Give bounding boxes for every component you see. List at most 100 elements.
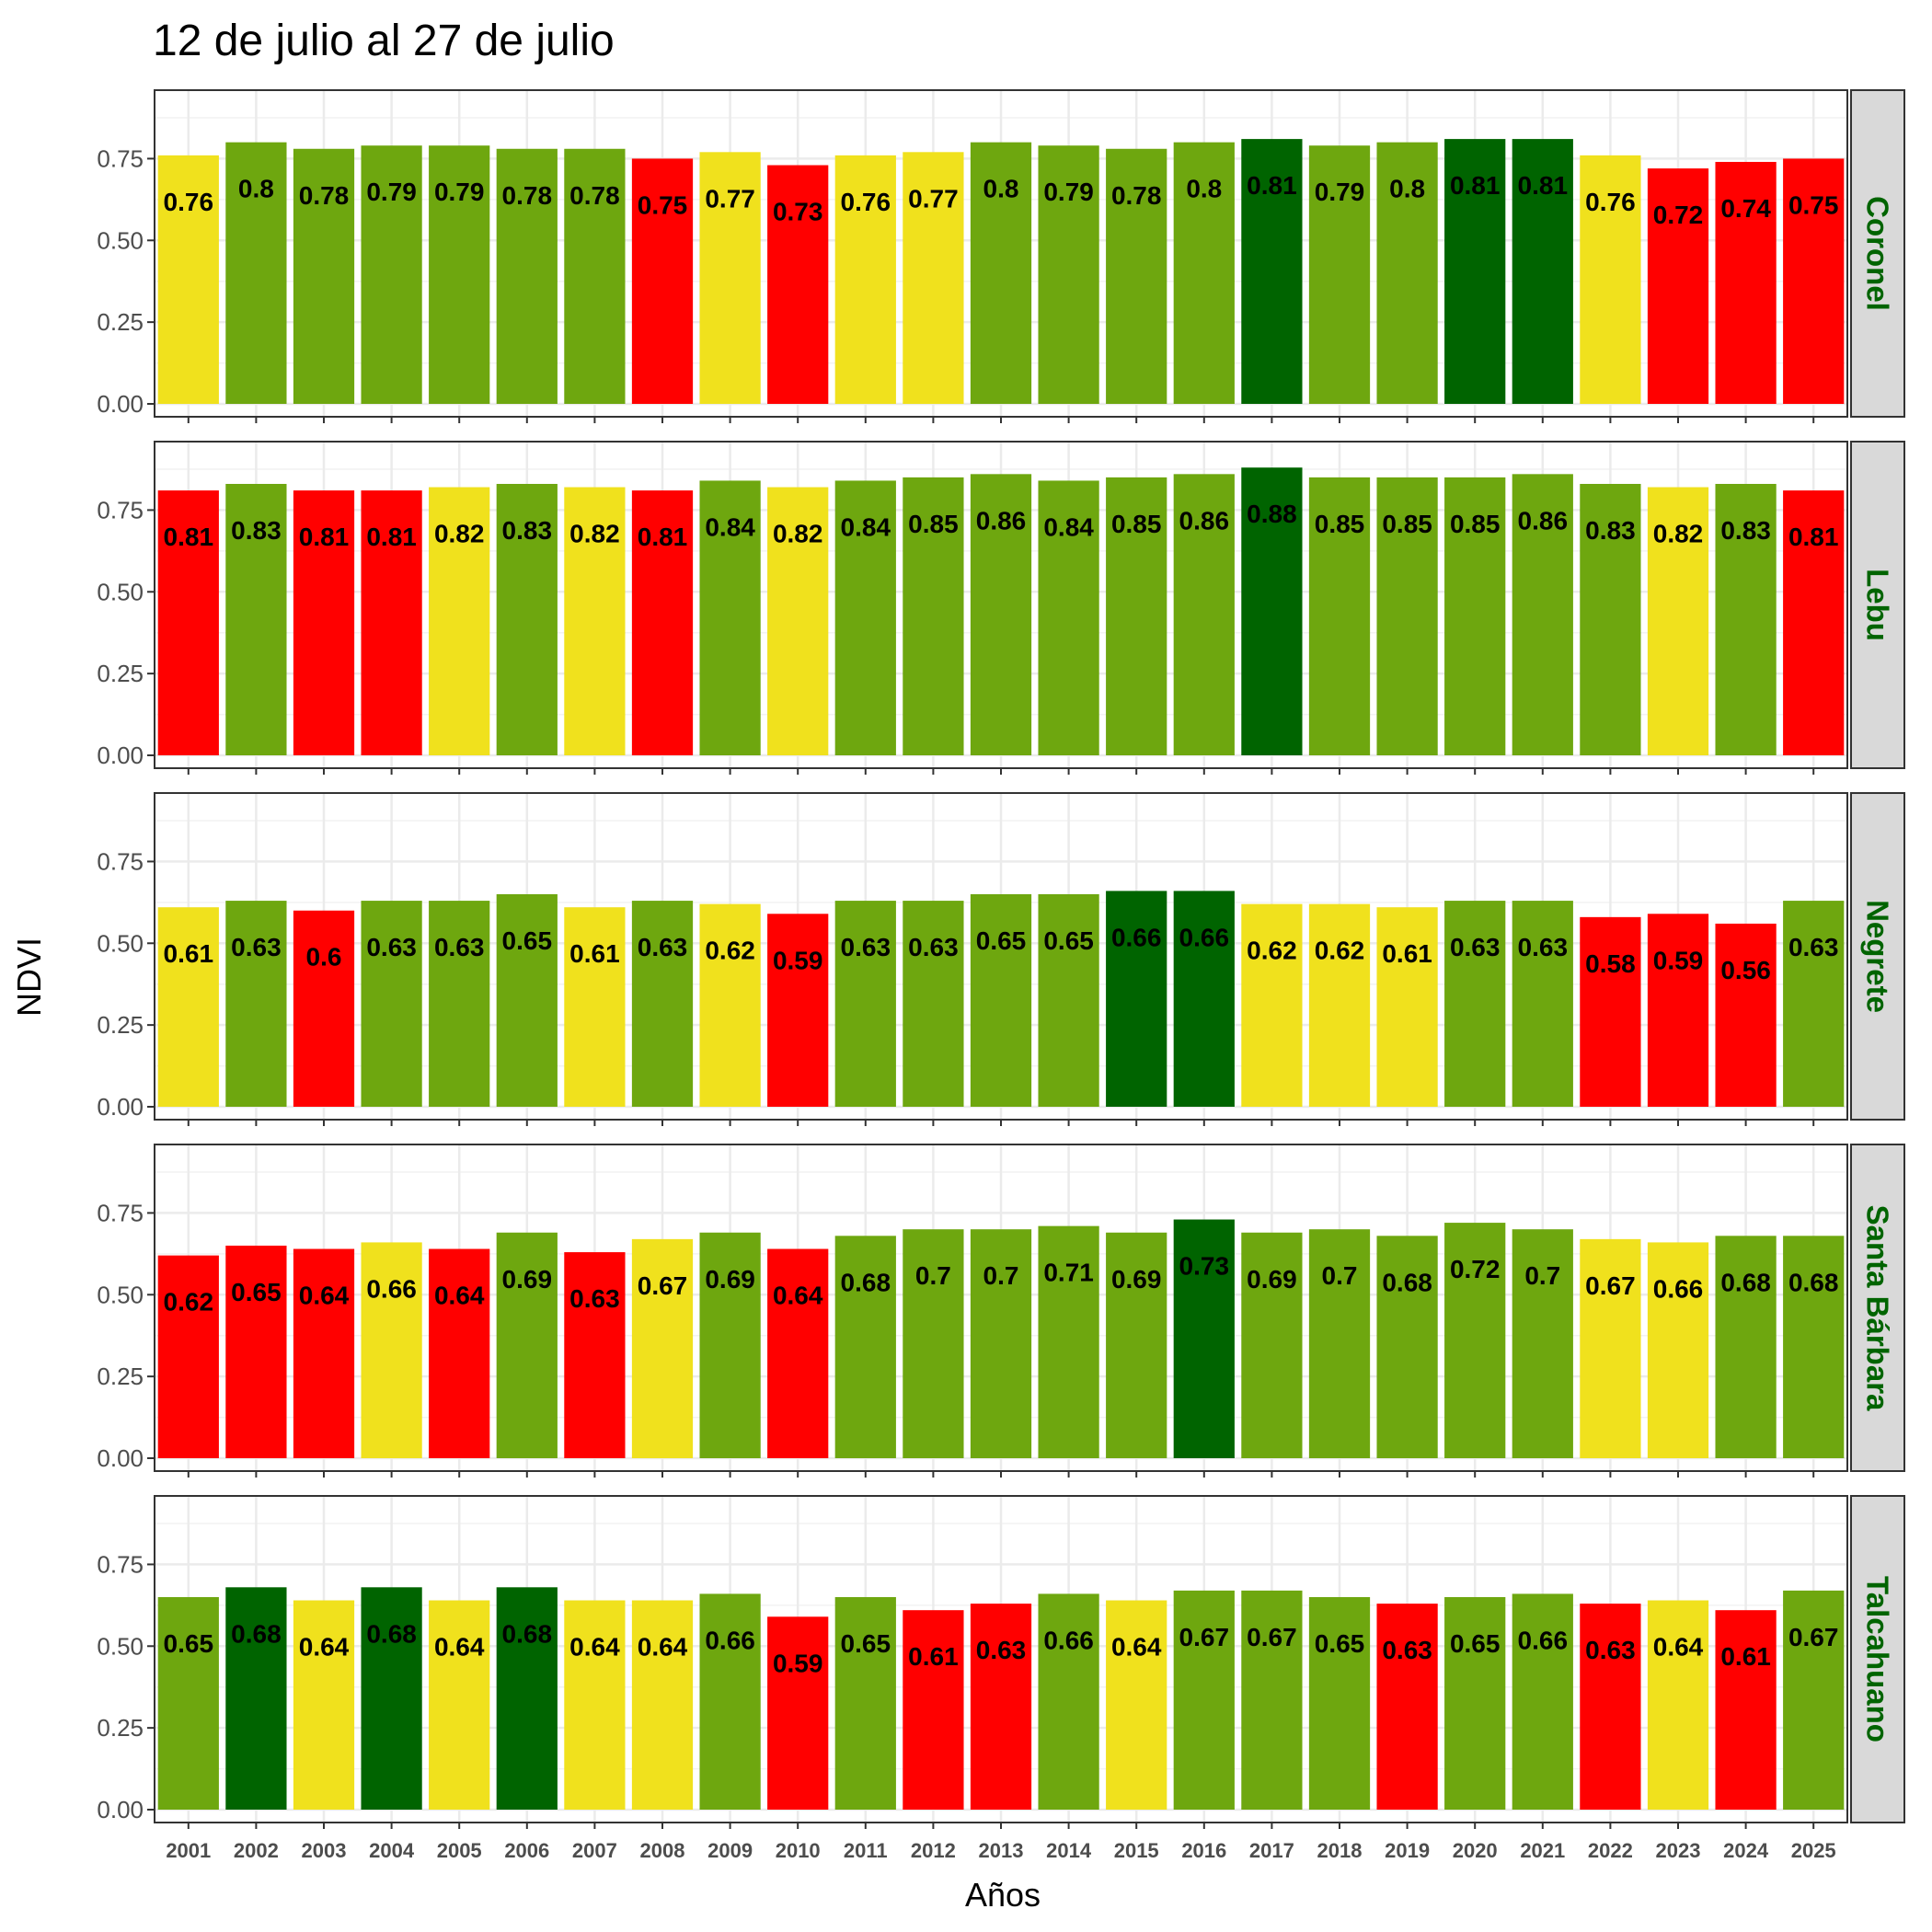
x-tick-label: 2007: [572, 1839, 617, 1862]
bar-label: 0.85: [908, 510, 959, 538]
facet-strip-label: Coronel: [1861, 196, 1895, 311]
x-tick-label: 2020: [1453, 1839, 1498, 1862]
bar: [564, 148, 626, 404]
bar-label: 0.82: [434, 520, 485, 548]
bar-label: 0.62: [1247, 937, 1297, 965]
bar-label: 0.85: [1111, 510, 1162, 538]
bar: [429, 1248, 490, 1458]
bar: [225, 1245, 287, 1458]
bar-label: 0.81: [164, 523, 214, 551]
bar: [699, 903, 761, 1107]
bar-label: 0.61: [164, 939, 214, 968]
bar-label: 0.8: [1186, 175, 1222, 203]
bar: [157, 1596, 219, 1810]
facet-panel: 0.00 0.25 0.50 0.75 0.65 0.68 0.64 0.68 0.64 0.68…: [97, 1495, 1905, 1829]
x-tick-label: 2015: [1114, 1839, 1159, 1862]
bar-label: 0.62: [164, 1288, 214, 1317]
bar: [834, 901, 896, 1107]
bar: [225, 483, 287, 755]
bar: [1173, 1219, 1235, 1458]
bar: [1173, 891, 1235, 1107]
bar: [1106, 1232, 1167, 1458]
x-tick-label: 2010: [776, 1839, 821, 1862]
bar: [767, 165, 829, 405]
facet-strip-label: Lebu: [1861, 569, 1895, 641]
bar-label: 0.66: [1179, 923, 1230, 951]
bar-label: 0.61: [1720, 1642, 1771, 1671]
bar-label: 0.69: [1111, 1265, 1162, 1294]
bar: [496, 1232, 558, 1458]
bar-label: 0.64: [434, 1633, 485, 1662]
bar-label: 0.69: [502, 1265, 553, 1294]
bar: [1512, 139, 1573, 404]
bar-label: 0.7: [915, 1261, 951, 1290]
bar: [1308, 477, 1371, 755]
bar-label: 0.63: [434, 933, 485, 961]
bar-label: 0.67: [1247, 1623, 1297, 1651]
x-tick-label: 2012: [911, 1839, 956, 1862]
bar: [1715, 923, 1777, 1107]
bar-label: 0.79: [1315, 178, 1365, 206]
bar: [1580, 483, 1641, 755]
x-tick-label: 2014: [1046, 1839, 1092, 1862]
bar-label: 0.63: [1450, 933, 1501, 961]
bar: [1783, 490, 1845, 755]
facet-strip-label: Santa Bárbara: [1861, 1205, 1895, 1411]
bar: [496, 893, 558, 1107]
facet-panel: 0.00 0.25 0.50 0.75 0.81 0.83 0.81 0.81 0.82 0.83…: [97, 441, 1905, 775]
bar-label: 0.81: [1450, 171, 1501, 200]
bar: [429, 487, 490, 755]
bar: [361, 145, 422, 404]
bar: [834, 1596, 896, 1810]
bar: [1647, 1600, 1709, 1810]
x-tick-label: 2021: [1520, 1839, 1565, 1862]
bar: [1038, 145, 1099, 404]
bar: [1715, 161, 1777, 404]
bar-label: 0.65: [841, 1629, 891, 1658]
x-tick-label: 2005: [437, 1839, 482, 1862]
bar: [1173, 142, 1235, 405]
y-tick-label: 0.25: [97, 1714, 144, 1742]
bar: [1647, 914, 1709, 1107]
bar-label: 0.83: [231, 516, 282, 545]
y-tick-label: 0.00: [97, 1093, 144, 1121]
bar: [970, 893, 1032, 1107]
bar-label: 0.64: [569, 1633, 620, 1662]
bar-label: 0.63: [1585, 1636, 1636, 1664]
bar: [496, 148, 558, 404]
facet-panel: 0.00 0.25 0.50 0.75 0.61 0.63 0.6 0.63 0.63 0.65 0…: [97, 792, 1905, 1126]
bar-label: 0.65: [164, 1629, 214, 1658]
bar-label: 0.82: [569, 520, 620, 548]
chart-title: 12 de julio al 27 de julio: [153, 17, 615, 65]
bar-label: 0.81: [638, 523, 688, 551]
bar-label: 0.6: [306, 943, 342, 972]
x-tick-label: 2013: [979, 1839, 1024, 1862]
y-tick-label: 0.00: [97, 1796, 144, 1823]
bar-label: 0.65: [1315, 1629, 1365, 1658]
bar: [631, 490, 694, 755]
bar-label: 0.8: [983, 175, 1019, 203]
bar-label: 0.74: [1720, 194, 1771, 223]
bar: [429, 901, 490, 1107]
bar-label: 0.76: [164, 188, 214, 216]
bar-label: 0.59: [773, 946, 823, 974]
bar: [631, 158, 694, 404]
x-tick-label: 2001: [166, 1839, 211, 1862]
bar-label: 0.62: [1315, 937, 1365, 965]
y-tick-label: 0.75: [97, 1199, 144, 1226]
bar: [1444, 1223, 1506, 1458]
bar: [1376, 1236, 1438, 1458]
bar: [361, 1587, 422, 1810]
bar: [699, 152, 761, 404]
bar-label: 0.56: [1720, 956, 1771, 984]
bar: [1444, 477, 1506, 755]
bar: [496, 483, 558, 755]
bar: [970, 474, 1032, 755]
bar-label: 0.78: [502, 181, 553, 210]
x-tick-label: 2022: [1588, 1839, 1633, 1862]
bar: [767, 1248, 829, 1458]
bar: [1376, 142, 1438, 405]
facet-strip: [1850, 1495, 1905, 1823]
facet-strip: [1850, 792, 1905, 1121]
